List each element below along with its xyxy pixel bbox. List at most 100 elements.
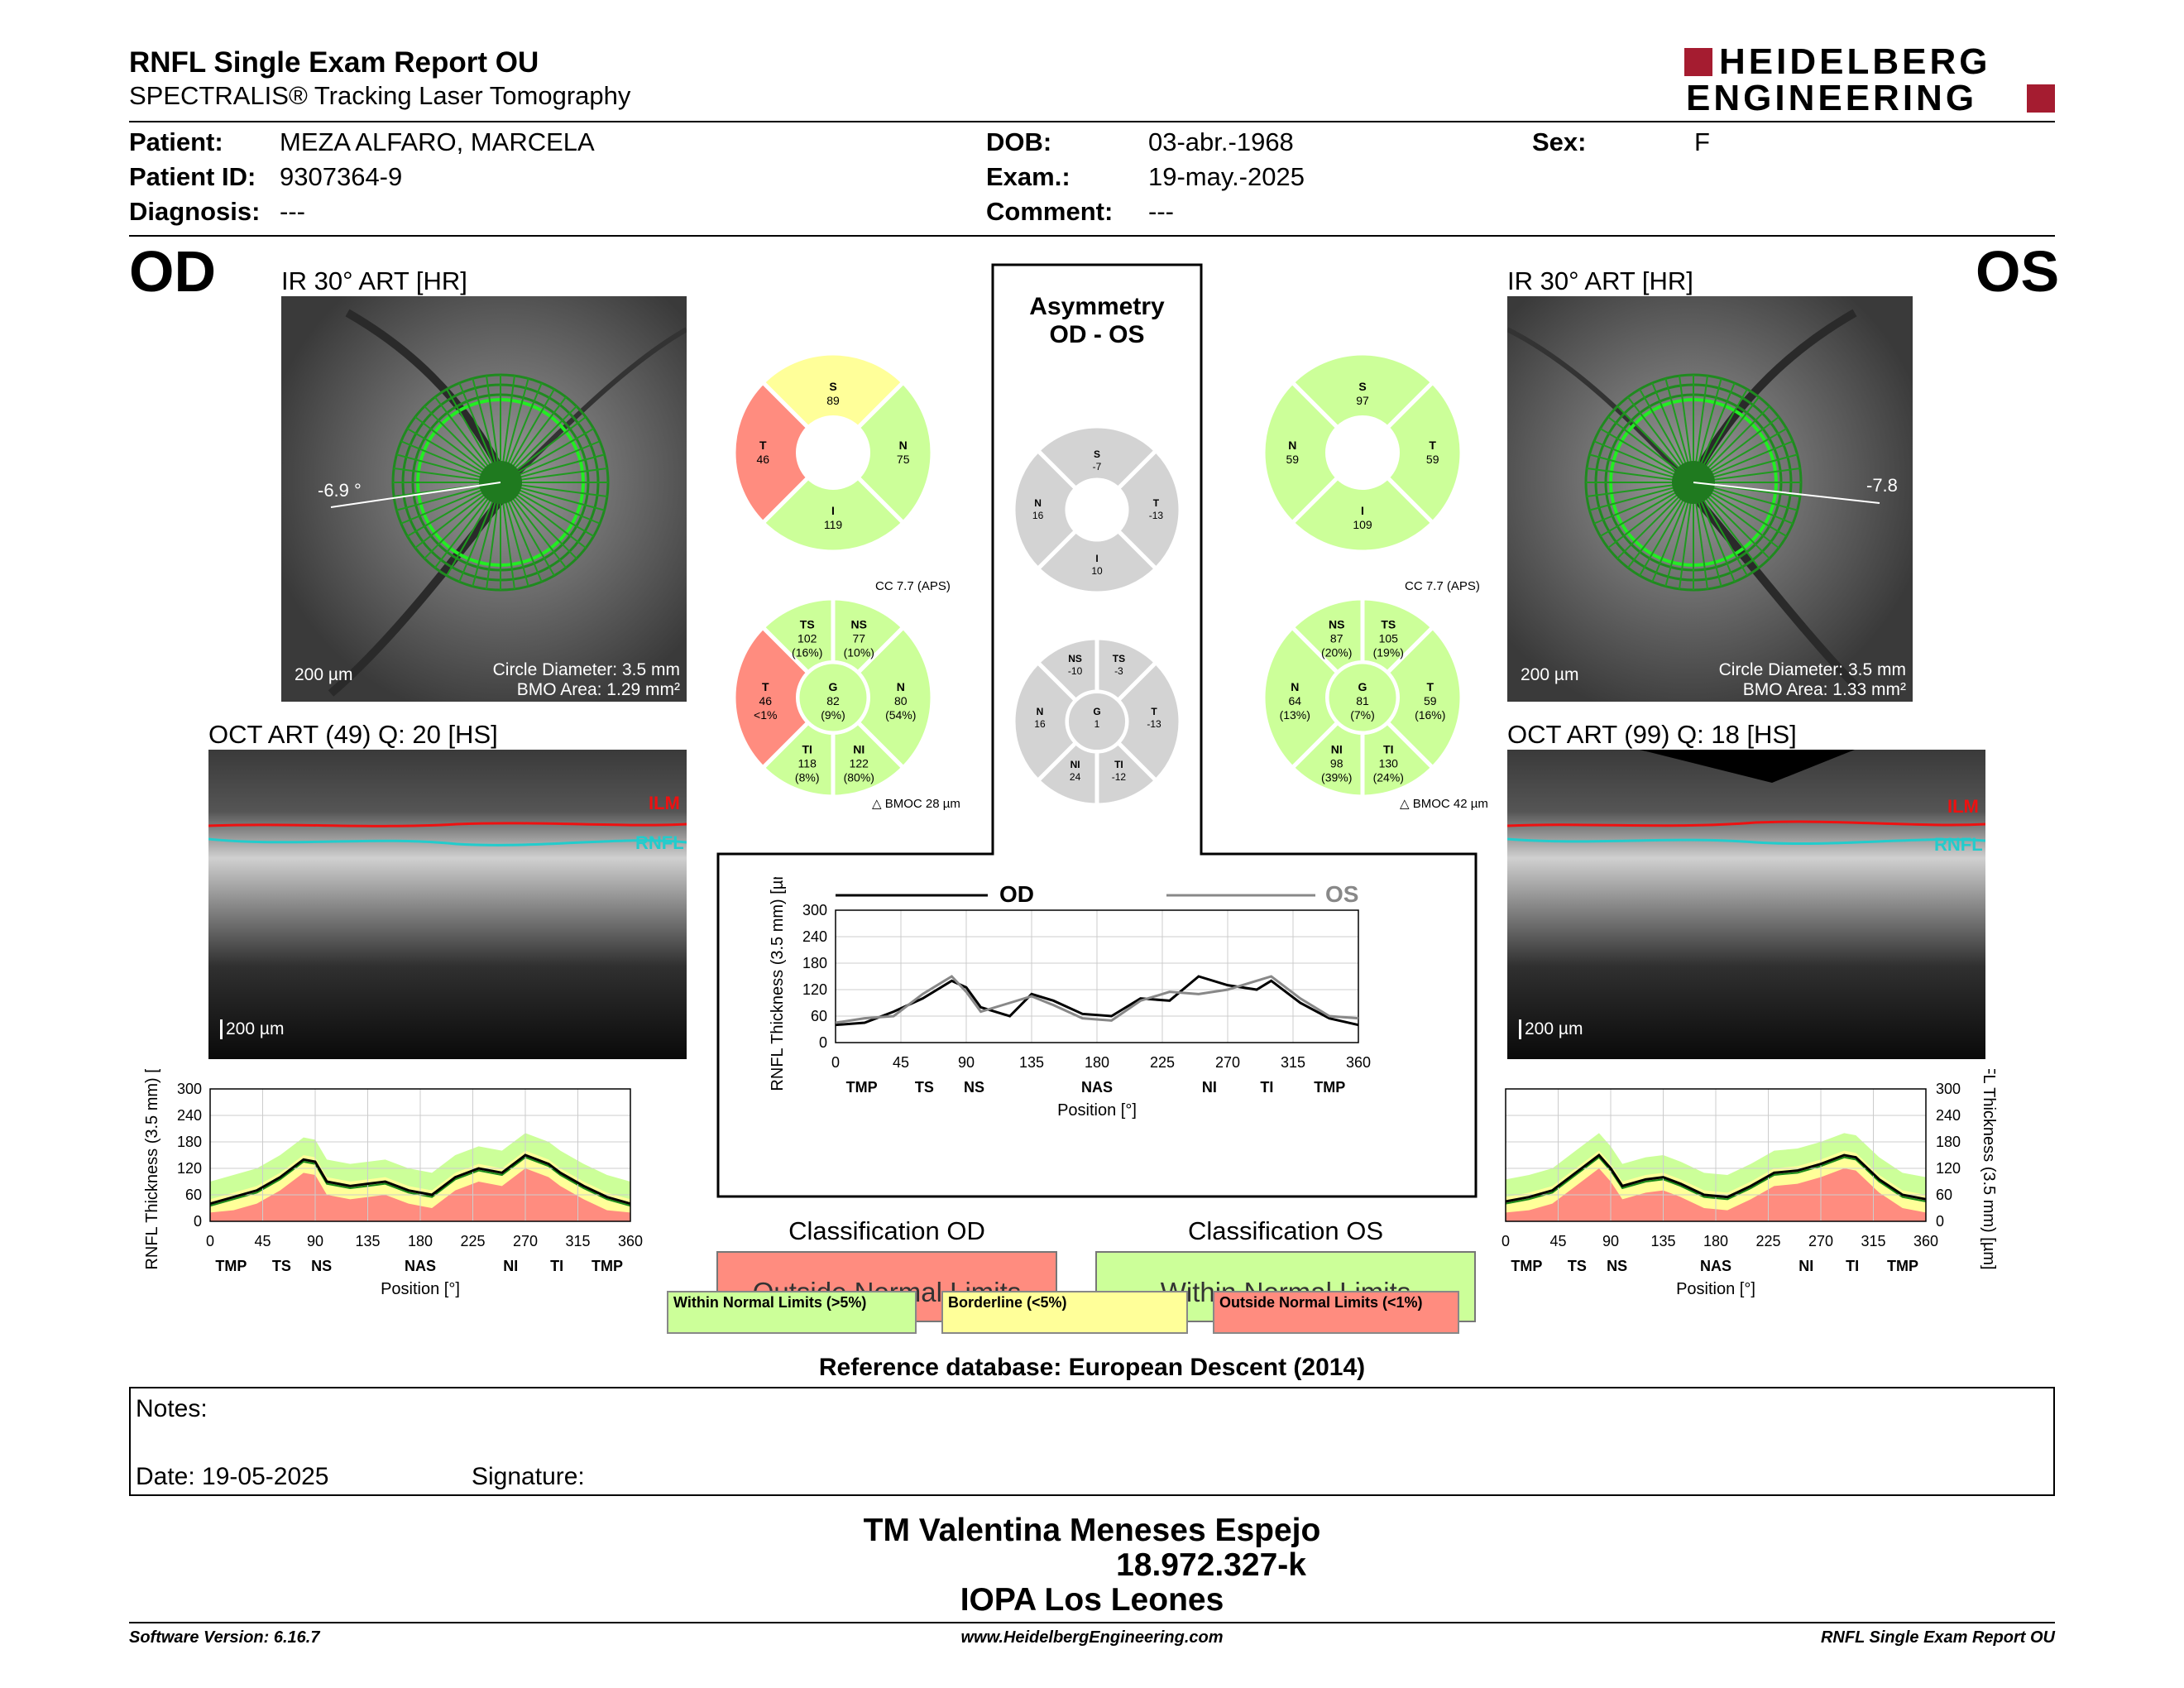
od6-label-ni-1: 122 xyxy=(850,757,869,770)
os-cc-label: CC 7.7 (APS) xyxy=(1405,579,1480,593)
brand-line1: HEIDELBERG xyxy=(1719,41,1991,82)
chartOD-sector-5: TI xyxy=(550,1258,563,1274)
chartOD-sector-4: NI xyxy=(503,1258,518,1274)
od4-sector-n xyxy=(855,379,935,526)
od-oct-scale: 200 µm xyxy=(220,1019,284,1039)
chartMid-xtick-225: 225 xyxy=(1150,1054,1175,1071)
patient-name: MEZA ALFARO, MARCELA xyxy=(280,127,595,156)
chartMid-legend-od: OD xyxy=(999,881,1034,907)
as4-sector-t xyxy=(1114,448,1183,572)
chartOS-ytick-180: 180 xyxy=(1936,1134,1961,1150)
reference-database: Reference database: European Descent (20… xyxy=(818,1354,1366,1381)
as6-label-ti-1: -12 xyxy=(1112,771,1127,783)
chartMid-sector-0: TMP xyxy=(846,1079,878,1096)
as6-label-n-1: 16 xyxy=(1034,718,1046,730)
os4-sector-i xyxy=(1289,474,1436,554)
chartMid-ytick-60: 60 xyxy=(811,1008,827,1024)
as6-label-g-1: 1 xyxy=(1094,718,1100,730)
legend-outside-normal: Outside Normal Limits (<1%) xyxy=(1213,1291,1459,1334)
chartOS-ytick-60: 60 xyxy=(1936,1187,1952,1203)
chartOS-sector-2: NS xyxy=(1607,1258,1627,1274)
chartOS-xtick-90: 90 xyxy=(1602,1233,1619,1249)
chartOD-xtick-360: 360 xyxy=(618,1233,643,1249)
od-rnfl-label: RNFL xyxy=(635,832,684,853)
os6-label-ns-2: (20%) xyxy=(1321,645,1352,659)
chartOD-series-od xyxy=(209,1153,631,1206)
os6-sector-g xyxy=(1325,660,1400,735)
footer-software-version: Software Version: 6.16.7 xyxy=(129,1628,320,1647)
chartOD-ytick-240: 240 xyxy=(177,1107,202,1124)
os-bmo-area: BMO Area: 1.33 mm² xyxy=(1742,680,1906,699)
exam-value: 19-may.-2025 xyxy=(1148,162,1305,191)
od6-label-ts-0: TS xyxy=(800,617,815,631)
brand-logo: HEIDELBERG ENGINEERING xyxy=(1684,41,2057,118)
report-subtitle: SPECTRALIS® Tracking Laser Tomography xyxy=(129,81,631,110)
os6-label-ts-1: 105 xyxy=(1379,631,1399,645)
od6-label-ni-2: (80%) xyxy=(844,771,874,784)
classification-os-title: Classification OS xyxy=(1187,1216,1384,1245)
os-fundus-image: -7.8 200 µm Circle Diameter: 3.5 mm BMO … xyxy=(1507,296,1913,702)
chartOS-xtick-270: 270 xyxy=(1808,1233,1833,1249)
sex-value: F xyxy=(1694,127,1710,156)
chartMid-xtick-45: 45 xyxy=(893,1054,909,1071)
chartMid-xtick-0: 0 xyxy=(831,1054,840,1071)
os6-label-ni-2: (39%) xyxy=(1321,771,1352,784)
eye-label-os: OS xyxy=(1976,239,2060,304)
chartOS-sector-4: NI xyxy=(1798,1258,1813,1274)
od4-sector-t xyxy=(731,379,812,526)
chartOD-sector-6: TMP xyxy=(592,1258,623,1274)
chartMid-sector-2: NS xyxy=(964,1079,984,1096)
od4-label-t-1: 46 xyxy=(757,453,770,466)
legend-borderline: Borderline (<5%) xyxy=(941,1291,1188,1334)
sex-label: Sex: xyxy=(1532,127,1587,156)
chartMid-ytick-180: 180 xyxy=(802,955,827,971)
chartMid-sector-1: TS xyxy=(915,1079,934,1096)
chartOS-sector-0: TMP xyxy=(1511,1258,1542,1274)
os4-sector-t xyxy=(1384,379,1464,526)
od4-label-s-0: S xyxy=(829,380,836,393)
od-tsnit-chart: 0 60 120 180 240 300 0 45 90 135 180 225 270 315 360 TM… xyxy=(143,1069,643,1298)
as6-label-ts-0: TS xyxy=(1113,653,1125,664)
chartOS-xtick-225: 225 xyxy=(1755,1233,1780,1249)
os6-label-ni-0: NI xyxy=(1331,743,1343,756)
diagnosis-value: --- xyxy=(280,197,305,226)
as6-label-ni-0: NI xyxy=(1070,759,1080,770)
chartMid-xtick-315: 315 xyxy=(1281,1054,1305,1071)
signer-name: TM Valentina Meneses Espejo xyxy=(863,1513,1321,1548)
as6-label-n-0: N xyxy=(1037,706,1044,717)
chartOS-ytick-240: 240 xyxy=(1936,1107,1961,1124)
od6-label-ns-1: 77 xyxy=(852,631,865,645)
os6-label-ts-0: TS xyxy=(1381,617,1396,631)
chartOD-ytick-300: 300 xyxy=(177,1081,202,1097)
footer-website[interactable]: www.HeidelbergEngineering.com xyxy=(960,1628,1224,1647)
os4-sector-s xyxy=(1289,351,1436,431)
signer-institution: IOPA Los Leones xyxy=(960,1582,1224,1618)
os-rnfl-label: RNFL xyxy=(1934,834,1983,855)
diagnosis-label: Diagnosis: xyxy=(129,197,261,226)
os6-label-ti-2: (24%) xyxy=(1373,771,1404,784)
od-ilm-label: ILM xyxy=(649,793,680,813)
as4-label-t-1: -13 xyxy=(1149,510,1164,521)
od-oct-image: ILM RNFL 200 µm xyxy=(208,750,687,1059)
os-oct-title: OCT ART (99) Q: 18 [HS] xyxy=(1507,720,1797,749)
os6-label-g-0: G xyxy=(1358,680,1367,693)
chartOD-sector-3: NAS xyxy=(405,1258,436,1274)
os-ir-title: IR 30° ART [HR] xyxy=(1507,266,1693,295)
chartMid-ytick-0: 0 xyxy=(819,1034,827,1051)
chartMid-ytick-300: 300 xyxy=(802,902,827,918)
as6-sector-g xyxy=(1065,689,1129,754)
chartMid-ytick-120: 120 xyxy=(802,981,827,998)
os4-label-i-0: I xyxy=(1361,504,1364,517)
as4-label-i-1: 10 xyxy=(1091,565,1103,577)
chartOS-xlabel: Position [°] xyxy=(1676,1280,1755,1298)
as4-label-n-0: N xyxy=(1034,497,1042,509)
chartMid-sector-6: TMP xyxy=(1314,1079,1345,1096)
comment-value: --- xyxy=(1148,197,1174,226)
chartOD-sector-2: NS xyxy=(311,1258,332,1274)
od6-label-ti-2: (8%) xyxy=(795,771,820,784)
chartMid-series-os xyxy=(835,975,1359,1024)
signer-id: 18.972.327-k xyxy=(1116,1547,1306,1583)
chartOS-xtick-135: 135 xyxy=(1650,1233,1675,1249)
os6-label-ts-2: (19%) xyxy=(1373,645,1404,659)
